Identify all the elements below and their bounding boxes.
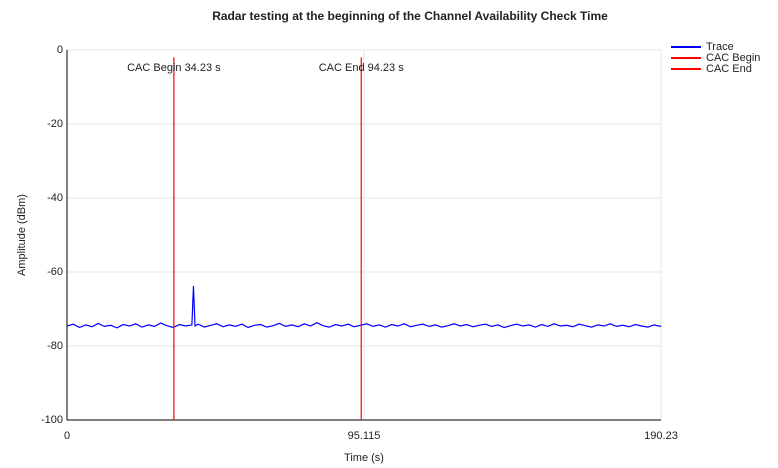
- y-tick-label: -40: [47, 192, 63, 204]
- y-tick-label: 0: [57, 44, 63, 56]
- legend-label: CAC End: [706, 63, 752, 75]
- x-tick-label: 95.115: [348, 430, 381, 442]
- annotation: CAC Begin 34.23 s: [127, 62, 221, 74]
- y-tick-label: -80: [47, 340, 63, 352]
- y-tick-label: -100: [41, 414, 63, 426]
- x-tick-label: 0: [64, 430, 70, 442]
- y-axis-label: Amplitude (dBm): [16, 194, 28, 276]
- x-tick-label: 190.23: [644, 430, 678, 442]
- annotation: CAC End 94.23 s: [319, 62, 404, 74]
- chart-title: Radar testing at the beginning of the Ch…: [212, 9, 608, 23]
- y-tick-label: -20: [47, 118, 63, 130]
- y-tick-label: -60: [47, 266, 63, 278]
- legend-label: CAC Begin: [706, 52, 760, 64]
- trace-line: [66, 286, 662, 329]
- legend-label: Trace: [706, 41, 734, 53]
- x-axis-label: Time (s): [344, 452, 384, 464]
